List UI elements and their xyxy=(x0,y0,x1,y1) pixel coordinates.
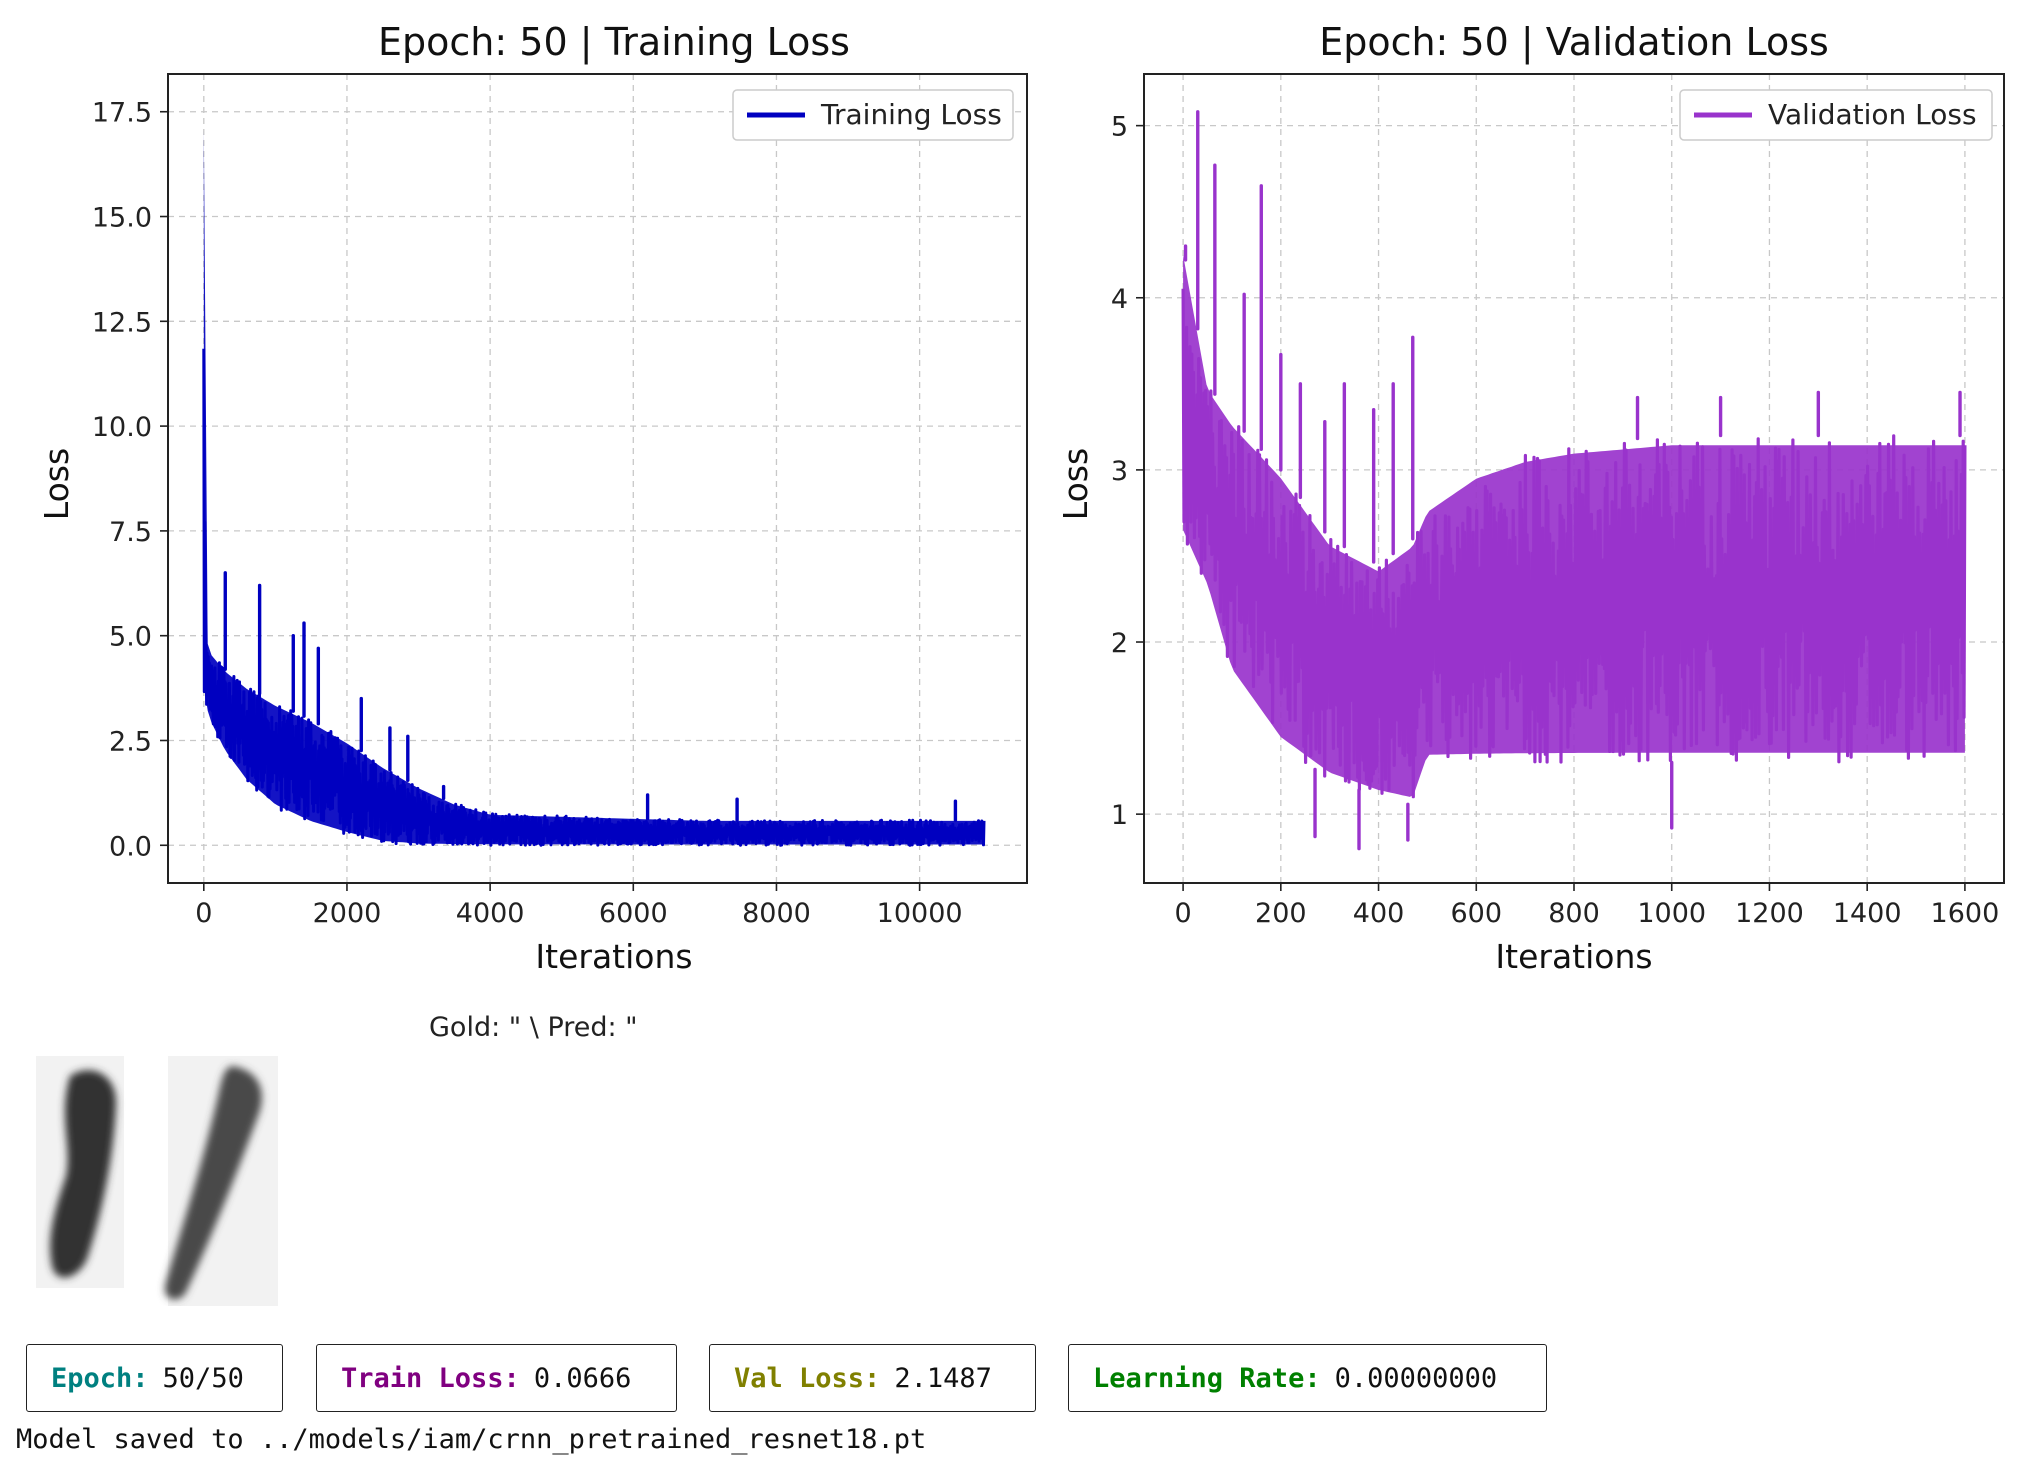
validation-x-tick-label: 0 xyxy=(1174,898,1191,929)
validation-x-tick-label: 1600 xyxy=(1931,898,2000,929)
stat-train-loss-box: Train Loss: 0.0666 xyxy=(316,1344,677,1412)
training-loss-chart: Epoch: 50 | Training Loss Iterations Los… xyxy=(37,20,1028,976)
validation-x-tick-label: 1000 xyxy=(1637,898,1706,929)
validation-loss-band xyxy=(1183,254,1965,797)
validation-legend-box xyxy=(1679,89,1993,141)
training-y-tick-label: 15.0 xyxy=(92,203,152,234)
validation-x-tick-label: 800 xyxy=(1548,898,1600,929)
training-x-tick-label: 8000 xyxy=(742,898,811,929)
training-x-tick-label: 2000 xyxy=(313,898,382,929)
training-loss-band xyxy=(203,129,985,845)
training-y-tick-label: 0.0 xyxy=(109,831,152,862)
training-y-tick-label: 17.5 xyxy=(92,98,152,129)
validation-y-axis-label: Loss xyxy=(1056,448,1095,520)
validation-y-tick-label: 5 xyxy=(1111,112,1128,143)
validation-x-tick-label: 400 xyxy=(1353,898,1405,929)
validation-x-axis-label: Iterations xyxy=(1495,937,1652,976)
validation-x-tick-label: 200 xyxy=(1255,898,1307,929)
validation-y-tick-label: 3 xyxy=(1111,456,1128,487)
stat-epoch-box: Epoch: 50/50 xyxy=(26,1344,283,1412)
training-y-tick-label: 12.5 xyxy=(92,307,152,338)
stat-learning-rate-box: Learning Rate: 0.00000000 xyxy=(1068,1344,1547,1412)
training-y-axis-label: Loss xyxy=(37,448,76,520)
model-saved-message: Model saved to ../models/iam/crnn_pretra… xyxy=(16,1424,927,1455)
validation-x-tick-label: 600 xyxy=(1450,898,1502,929)
stat-epoch-value: 50/50 xyxy=(162,1362,244,1394)
training-y-tick-label: 5.0 xyxy=(109,622,152,653)
handwriting-stroke-left xyxy=(50,1070,117,1278)
training-x-tick-label: 4000 xyxy=(456,898,525,929)
stat-train-loss-key: Train Loss: xyxy=(341,1362,520,1394)
training-x-tick-label: 0 xyxy=(195,898,212,929)
stat-learning-rate-key: Learning Rate: xyxy=(1093,1362,1321,1394)
training-y-tick-label: 10.0 xyxy=(92,412,152,443)
charts-figure: Epoch: 50 | Training Loss Iterations Los… xyxy=(37,20,2005,976)
training-x-tick-label: 10000 xyxy=(877,898,963,929)
stat-learning-rate-value: 0.00000000 xyxy=(1334,1362,1498,1394)
stat-val-loss-value: 2.1487 xyxy=(894,1362,992,1394)
training-x-axis-label: Iterations xyxy=(535,937,692,976)
sample-caption: Gold: " \ Pred: " xyxy=(429,1012,638,1043)
validation-legend: Validation Loss xyxy=(1679,89,1993,141)
training-axes-frame xyxy=(167,73,1028,884)
stat-val-loss-key: Val Loss: xyxy=(734,1362,881,1394)
handwriting-stroke-right xyxy=(164,1066,262,1300)
validation-x-tick-label: 1400 xyxy=(1833,898,1902,929)
handwriting-sample-image xyxy=(36,1056,278,1306)
training-legend: Training Loss xyxy=(732,89,1014,141)
training-legend-box xyxy=(732,89,1014,141)
validation-y-tick-label: 1 xyxy=(1111,800,1128,831)
validation-y-tick-label: 2 xyxy=(1111,628,1128,659)
validation-loss-chart: Epoch: 50 | Validation Loss Iterations L… xyxy=(1056,20,2005,976)
training-plot-area: 0 2000 4000 6000 8000 10000 0.0 2.5 5.0 7.5 10.0 12… xyxy=(92,73,1028,929)
training-y-tick-label: 7.5 xyxy=(109,517,152,548)
training-chart-title: Epoch: 50 | Training Loss xyxy=(378,20,850,65)
validation-legend-label: Validation Loss xyxy=(1768,98,1977,131)
training-y-tick-label: 2.5 xyxy=(109,726,152,757)
validation-chart-title: Epoch: 50 | Validation Loss xyxy=(1319,20,1829,65)
validation-y-tick-label: 4 xyxy=(1111,284,1128,315)
validation-x-tick-label: 1200 xyxy=(1735,898,1804,929)
stat-val-loss-box: Val Loss: 2.1487 xyxy=(709,1344,1036,1412)
stat-epoch-key: Epoch: xyxy=(51,1362,149,1394)
training-x-tick-label: 6000 xyxy=(599,898,668,929)
training-legend-label: Training Loss xyxy=(820,98,1002,131)
stat-train-loss-value: 0.0666 xyxy=(533,1362,632,1394)
validation-plot-area: 0 200 400 600 800 1000 1200 1400 1600 1 2 3 4 5 xyxy=(1111,73,2005,929)
